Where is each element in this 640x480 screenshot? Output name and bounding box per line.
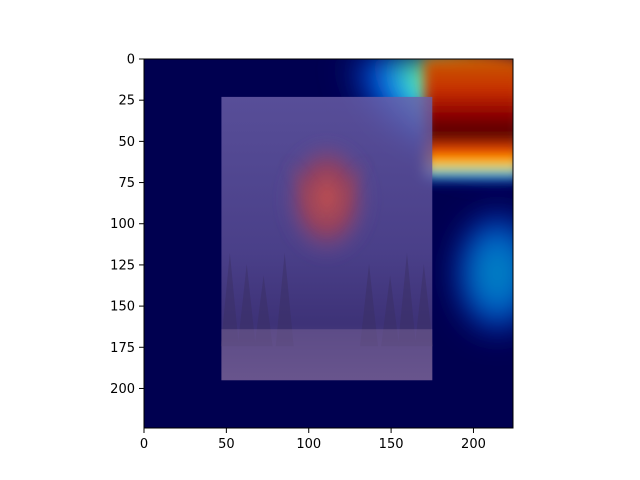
y-tick-label: 125 [110,258,135,273]
moth-figure [280,142,374,267]
x-axis: 0 50 100 150 200 [140,428,486,452]
ground-strip [221,329,433,381]
heatmap-mid-blob [448,203,513,343]
y-tick-label: 150 [110,300,135,315]
plot-frame [143,58,514,429]
y-tick-label: 25 [118,94,135,109]
plot-area [144,59,513,428]
overlay-image [220,96,433,381]
x-tick-label: 50 [218,437,235,452]
heatmap-hot-band [424,59,513,181]
x-tick-label: 200 [461,437,486,452]
y-tick-label: 175 [110,341,135,356]
forest-silhouette [220,252,433,347]
x-tick-label: 0 [140,437,148,452]
y-tick-label: 75 [118,176,135,191]
y-tick-label: 0 [127,53,135,68]
x-tick-label: 100 [296,437,321,452]
y-tick-label: 100 [110,217,135,232]
y-tick-label: 200 [110,382,135,397]
y-axis: 0 25 50 75 100 125 150 175 200 [110,53,144,397]
x-tick-label: 150 [379,437,404,452]
y-tick-label: 50 [118,135,135,150]
